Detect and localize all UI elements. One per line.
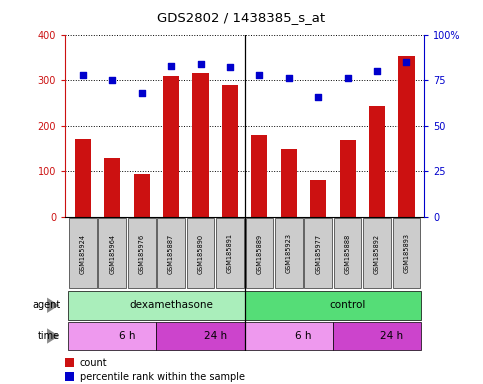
- Text: 6 h: 6 h: [295, 331, 312, 341]
- FancyBboxPatch shape: [187, 218, 214, 288]
- Point: [108, 77, 116, 83]
- FancyBboxPatch shape: [156, 321, 245, 351]
- Text: GSM185964: GSM185964: [109, 233, 115, 273]
- Text: agent: agent: [32, 300, 60, 310]
- FancyBboxPatch shape: [216, 218, 244, 288]
- Bar: [398, 56, 414, 217]
- Point: [226, 65, 234, 71]
- Text: GSM185888: GSM185888: [344, 233, 351, 273]
- Bar: [104, 158, 120, 217]
- Bar: [75, 139, 91, 217]
- Text: GSM185923: GSM185923: [286, 233, 292, 273]
- Text: 24 h: 24 h: [204, 331, 227, 341]
- Text: percentile rank within the sample: percentile rank within the sample: [80, 371, 244, 382]
- FancyBboxPatch shape: [304, 218, 332, 288]
- Text: GSM185976: GSM185976: [139, 233, 145, 273]
- Text: count: count: [80, 358, 107, 368]
- Polygon shape: [47, 298, 59, 313]
- Polygon shape: [47, 328, 59, 344]
- FancyBboxPatch shape: [69, 218, 97, 288]
- Bar: [222, 85, 238, 217]
- Text: GSM185887: GSM185887: [168, 233, 174, 273]
- Point: [79, 72, 87, 78]
- FancyBboxPatch shape: [334, 218, 361, 288]
- FancyBboxPatch shape: [157, 218, 185, 288]
- Point: [344, 75, 352, 81]
- Point: [197, 61, 204, 67]
- Point: [256, 72, 263, 78]
- Bar: [281, 149, 297, 217]
- Text: GSM185891: GSM185891: [227, 233, 233, 273]
- Text: GSM185924: GSM185924: [80, 233, 86, 273]
- Text: GSM185892: GSM185892: [374, 233, 380, 273]
- Text: GSM185890: GSM185890: [198, 233, 203, 273]
- Bar: [340, 141, 355, 217]
- Text: dexamethasone: dexamethasone: [129, 300, 213, 310]
- Point: [314, 94, 322, 100]
- Point: [138, 90, 145, 96]
- FancyBboxPatch shape: [393, 218, 420, 288]
- Text: control: control: [329, 300, 366, 310]
- Text: 6 h: 6 h: [119, 331, 135, 341]
- Text: GDS2802 / 1438385_s_at: GDS2802 / 1438385_s_at: [157, 12, 326, 25]
- Bar: [163, 76, 179, 217]
- Text: 24 h: 24 h: [380, 331, 403, 341]
- FancyBboxPatch shape: [275, 218, 302, 288]
- FancyBboxPatch shape: [363, 218, 391, 288]
- Bar: [251, 135, 268, 217]
- Bar: [310, 180, 327, 217]
- Text: GSM185977: GSM185977: [315, 233, 321, 273]
- Bar: [65, 358, 74, 367]
- Point: [167, 63, 175, 69]
- Bar: [369, 106, 385, 217]
- Bar: [134, 174, 150, 217]
- FancyBboxPatch shape: [68, 291, 245, 320]
- FancyBboxPatch shape: [68, 321, 156, 351]
- FancyBboxPatch shape: [333, 321, 421, 351]
- Text: time: time: [38, 331, 60, 341]
- FancyBboxPatch shape: [99, 218, 126, 288]
- Text: GSM185893: GSM185893: [403, 233, 410, 273]
- Point: [402, 59, 410, 65]
- Point: [285, 75, 293, 81]
- FancyBboxPatch shape: [245, 321, 333, 351]
- Bar: [65, 372, 74, 381]
- Text: GSM185889: GSM185889: [256, 233, 262, 273]
- FancyBboxPatch shape: [245, 291, 421, 320]
- FancyBboxPatch shape: [128, 218, 156, 288]
- Point: [373, 68, 381, 74]
- Bar: [192, 73, 209, 217]
- FancyBboxPatch shape: [245, 218, 273, 288]
